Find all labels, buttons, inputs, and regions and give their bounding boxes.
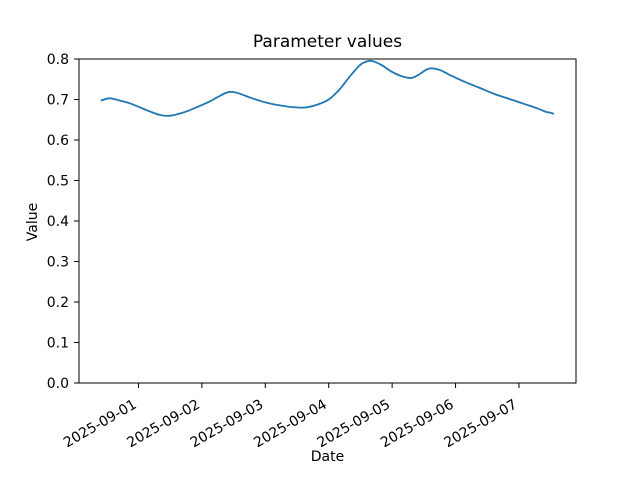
- y-tick-label: 0.6: [47, 133, 69, 149]
- x-axis-label: Date: [310, 449, 345, 465]
- y-tick-label: 0.2: [47, 295, 69, 311]
- y-axis-label: Value: [25, 202, 41, 242]
- y-tick-label: 0.3: [47, 255, 69, 271]
- y-tick-label: 0.1: [47, 336, 69, 352]
- y-tick-label: 0.7: [47, 93, 69, 109]
- y-tick-label: 0.8: [47, 52, 69, 68]
- series-line: [100, 59, 555, 117]
- y-tick-label: 0.5: [47, 174, 69, 190]
- plot-area: [78, 58, 577, 384]
- y-tick-label: 0.4: [47, 214, 69, 230]
- chart-title: Parameter values: [252, 32, 403, 52]
- y-tick-label: 0.0: [47, 376, 69, 392]
